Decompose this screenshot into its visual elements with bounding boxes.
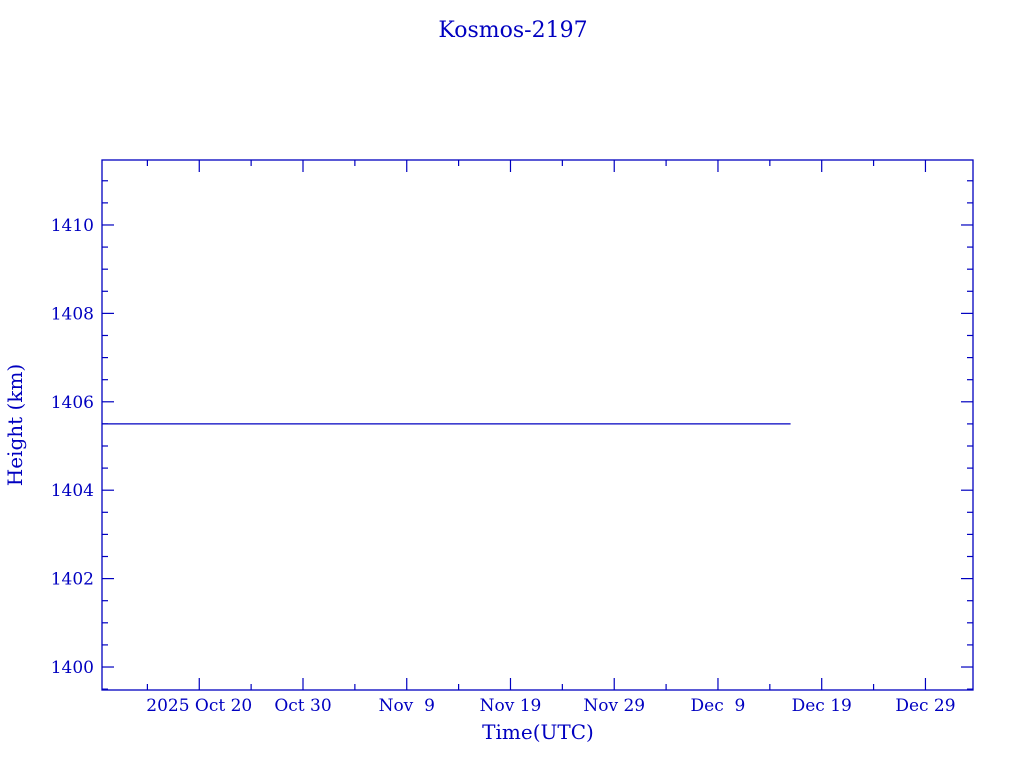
x-tick-label: Dec 29 <box>895 696 955 716</box>
y-tick-label: 1402 <box>51 570 94 590</box>
y-axis-label: Height (km) <box>3 364 27 486</box>
x-tick-label: Dec 19 <box>792 696 852 716</box>
y-tick-label: 1404 <box>51 481 94 501</box>
y-tick-label: 1406 <box>51 393 94 413</box>
plot-frame <box>101 159 974 691</box>
x-tick-label: Nov 9 <box>379 696 435 716</box>
chart-title: Kosmos-2197 <box>438 18 587 43</box>
x-tick-label: Nov 19 <box>480 696 542 716</box>
x-tick-label: Oct 30 <box>274 696 331 716</box>
x-tick-label: Dec 9 <box>691 696 746 716</box>
y-tick-label: 1410 <box>51 216 94 236</box>
x-axis-label: Time(UTC) <box>482 720 594 744</box>
x-tick-label: Nov 29 <box>583 696 645 716</box>
y-tick-label: 1400 <box>51 658 94 678</box>
y-tick-label: 1408 <box>51 304 94 324</box>
x-tick-label: 2025 Oct 20 <box>146 696 252 716</box>
